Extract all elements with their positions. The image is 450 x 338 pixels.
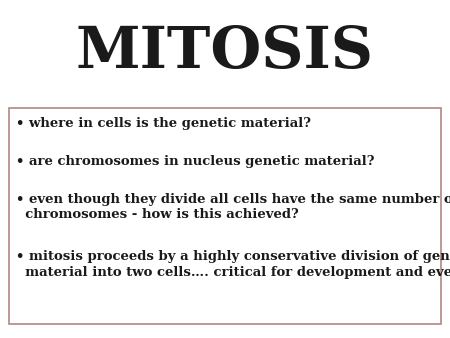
Text: • are chromosomes in nucleus genetic material?: • are chromosomes in nucleus genetic mat…	[16, 155, 374, 168]
Text: • where in cells is the genetic material?: • where in cells is the genetic material…	[16, 117, 311, 129]
Text: MITOSIS: MITOSIS	[76, 24, 374, 80]
Text: • even though they divide all cells have the same number of
  chromosomes - how : • even though they divide all cells have…	[16, 193, 450, 221]
Text: • mitosis proceeds by a highly conservative division of genetic
  material into : • mitosis proceeds by a highly conservat…	[16, 250, 450, 279]
FancyBboxPatch shape	[9, 108, 441, 324]
